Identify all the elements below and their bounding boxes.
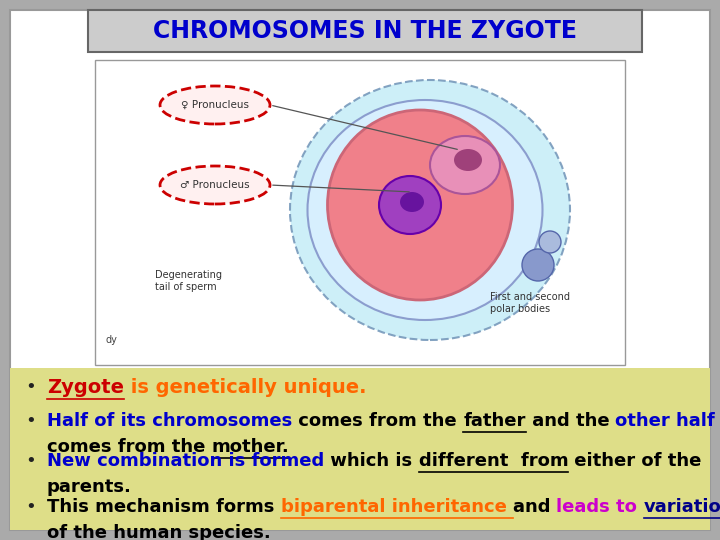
Text: Half of its chromosomes: Half of its chromosomes: [47, 412, 292, 430]
Text: First and second
polar bodies: First and second polar bodies: [490, 292, 570, 314]
Ellipse shape: [160, 166, 270, 204]
FancyBboxPatch shape: [10, 10, 710, 530]
Text: leads to: leads to: [557, 498, 637, 516]
Text: Zygote: Zygote: [47, 378, 124, 397]
Circle shape: [522, 249, 554, 281]
Ellipse shape: [290, 80, 570, 340]
Ellipse shape: [379, 176, 441, 234]
Text: father: father: [463, 412, 526, 430]
Text: biparental inheritance: biparental inheritance: [281, 498, 513, 516]
Text: and the: and the: [526, 412, 616, 430]
Text: different  from: different from: [418, 452, 568, 470]
Text: ♀ Pronucleus: ♀ Pronucleus: [181, 100, 249, 110]
Text: CHROMOSOMES IN THE ZYGOTE: CHROMOSOMES IN THE ZYGOTE: [153, 19, 577, 43]
FancyBboxPatch shape: [88, 10, 642, 52]
Text: •: •: [25, 498, 36, 516]
Text: either of the: either of the: [568, 452, 701, 470]
Text: and: and: [513, 498, 557, 516]
Text: comes from the: comes from the: [292, 412, 463, 430]
Text: dy: dy: [105, 335, 117, 345]
Circle shape: [539, 231, 561, 253]
Text: variation: variation: [644, 498, 720, 516]
Ellipse shape: [400, 192, 424, 212]
Text: New combination is formed: New combination is formed: [47, 452, 324, 470]
FancyBboxPatch shape: [95, 60, 625, 365]
Text: •: •: [25, 452, 36, 470]
Text: Degenerating
tail of sperm: Degenerating tail of sperm: [155, 270, 222, 292]
Text: parents.: parents.: [47, 478, 132, 496]
Text: comes from the: comes from the: [47, 438, 212, 456]
Text: is genetically unique.: is genetically unique.: [124, 378, 366, 397]
Ellipse shape: [430, 136, 500, 194]
Text: •: •: [25, 378, 36, 396]
Ellipse shape: [307, 100, 542, 320]
Text: ♂ Pronucleus: ♂ Pronucleus: [180, 180, 250, 190]
Text: •: •: [25, 412, 36, 430]
Text: other half: other half: [616, 412, 715, 430]
Text: of the human species.: of the human species.: [47, 524, 271, 540]
Ellipse shape: [454, 149, 482, 171]
FancyBboxPatch shape: [10, 368, 710, 530]
Text: This mechanism forms: This mechanism forms: [47, 498, 281, 516]
Ellipse shape: [328, 110, 513, 300]
Text: mother.: mother.: [212, 438, 289, 456]
Text: which is: which is: [324, 452, 418, 470]
Ellipse shape: [160, 86, 270, 124]
